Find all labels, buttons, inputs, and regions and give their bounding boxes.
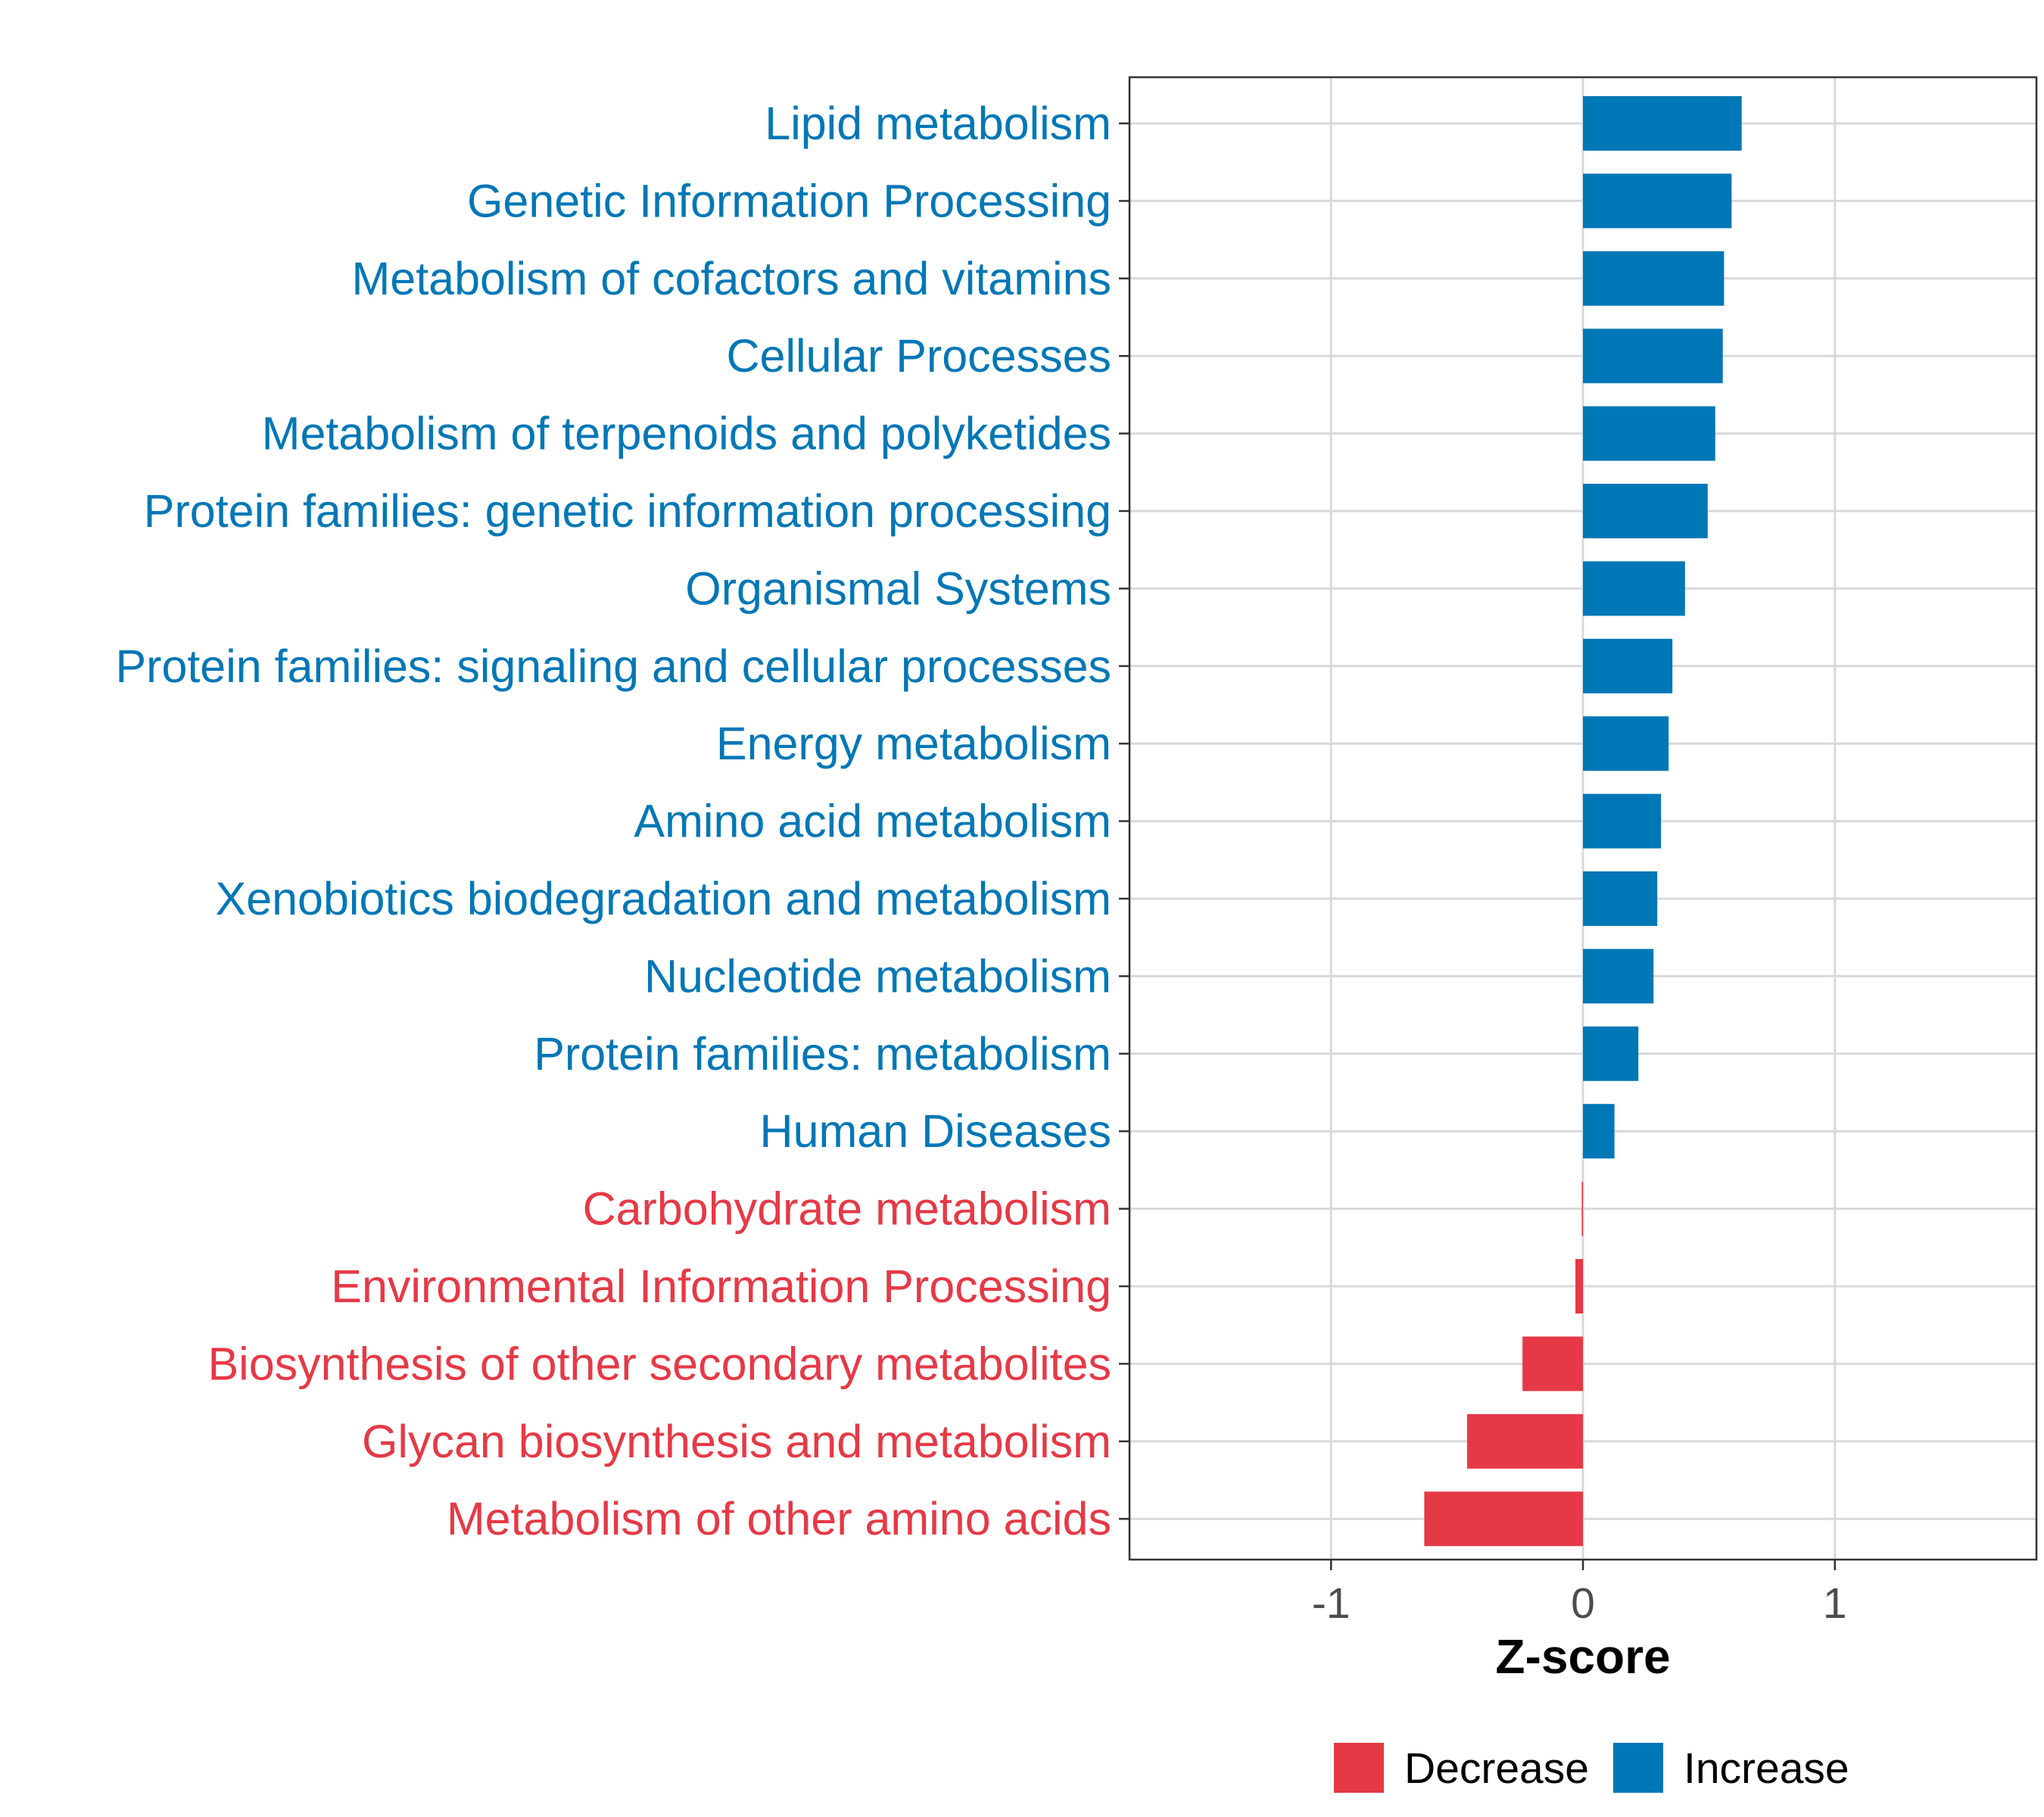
- y-tick-label: Human Diseases: [760, 1105, 1111, 1157]
- bar-organismal-systems: [1583, 561, 1685, 616]
- bar-energy-metabolism: [1583, 716, 1669, 771]
- bar-environmental-information-processing: [1575, 1259, 1583, 1314]
- y-tick-label: Metabolism of cofactors and vitamins: [351, 253, 1111, 304]
- bar-protein-families-signaling-and-cellular-processes: [1583, 638, 1673, 693]
- bar-cellular-processes: [1583, 329, 1723, 384]
- legend-swatch-increase: [1613, 1743, 1663, 1793]
- bar-protein-families-genetic-information-processing: [1583, 484, 1708, 538]
- bar-metabolism-of-terpenoids-and-polyketides: [1583, 406, 1715, 461]
- bar-metabolism-of-cofactors-and-vitamins: [1583, 251, 1725, 306]
- y-tick-label: Nucleotide metabolism: [644, 950, 1111, 1002]
- y-tick-label: Amino acid metabolism: [634, 796, 1111, 847]
- y-tick-label: Protein families: genetic information pr…: [144, 485, 1111, 537]
- y-tick-label: Protein families: metabolism: [534, 1028, 1111, 1080]
- y-tick-label: Carbohydrate metabolism: [583, 1183, 1111, 1235]
- y-tick-label: Lipid metabolism: [765, 98, 1111, 149]
- x-tick-label: 0: [1571, 1579, 1595, 1628]
- bar-lipid-metabolism: [1583, 96, 1742, 151]
- y-tick-label: Xenobiotics biodegradation and metabolis…: [216, 873, 1111, 924]
- bar-protein-families-metabolism: [1583, 1026, 1639, 1081]
- y-tick-label: Metabolism of terpenoids and polyketides: [262, 408, 1111, 460]
- y-tick-label: Environmental Information Processing: [331, 1261, 1111, 1312]
- y-tick-label: Organismal Systems: [685, 563, 1111, 614]
- y-tick-label: Energy metabolism: [716, 718, 1111, 769]
- legend-label-increase: Increase: [1684, 1744, 1849, 1793]
- y-tick-label: Genetic Information Processing: [467, 175, 1111, 226]
- bar-nucleotide-metabolism: [1583, 949, 1654, 1004]
- legend-label-decrease: Decrease: [1404, 1744, 1589, 1793]
- y-tick-label: Metabolism of other amino acids: [447, 1493, 1111, 1544]
- bar-glycan-biosynthesis-and-metabolism: [1466, 1413, 1583, 1469]
- y-tick-label: Protein families: signaling and cellular…: [115, 640, 1111, 692]
- bar-xenobiotics-biodegradation-and-metabolism: [1583, 871, 1658, 926]
- x-tick-label: -1: [1312, 1579, 1351, 1628]
- bar-genetic-information-processing: [1583, 173, 1732, 229]
- bar-carbohydrate-metabolism: [1581, 1181, 1583, 1236]
- bar-metabolism-of-other-amino-acids: [1424, 1491, 1583, 1547]
- bar-amino-acid-metabolism: [1583, 793, 1662, 849]
- bar-human-diseases: [1583, 1104, 1615, 1159]
- bar-biosynthesis-of-other-secondary-metabolites: [1522, 1336, 1583, 1392]
- y-tick-label: Glycan biosynthesis and metabolism: [362, 1416, 1111, 1467]
- legend-swatch-decrease: [1334, 1743, 1384, 1793]
- x-axis-title: Z-score: [1495, 1629, 1670, 1684]
- x-tick-label: 1: [1823, 1579, 1847, 1628]
- y-tick-label: Cellular Processes: [726, 330, 1111, 382]
- y-tick-label: Biosynthesis of other secondary metaboli…: [207, 1338, 1111, 1389]
